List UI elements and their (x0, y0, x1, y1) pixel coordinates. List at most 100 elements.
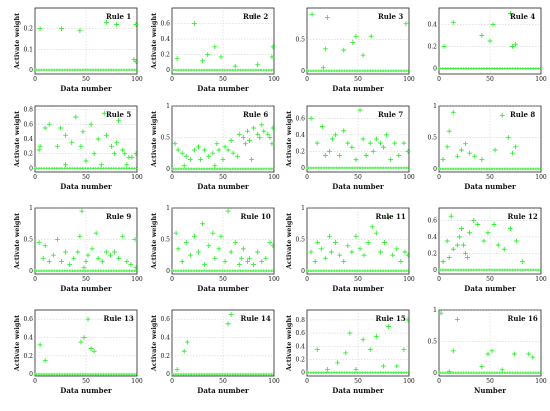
data-point (104, 132, 109, 138)
data-point (196, 249, 201, 255)
data-point (59, 259, 64, 264)
data-point (267, 135, 273, 140)
rule-title: Rule 11 (376, 212, 406, 221)
data-point (216, 246, 222, 252)
x-tick-label: 0 (437, 378, 441, 385)
data-point (398, 259, 404, 264)
data-point (225, 147, 231, 153)
x-tick-label: 50 (354, 276, 362, 283)
data-point (79, 208, 85, 214)
data-point (131, 57, 137, 62)
rule-title: Rule 3 (378, 12, 403, 21)
data-point (206, 153, 212, 159)
data-point (381, 144, 386, 150)
data-point (405, 317, 411, 323)
data-point (241, 135, 246, 140)
y-tick-label: 0 (301, 268, 305, 275)
data-point (133, 59, 139, 65)
data-point (357, 107, 363, 113)
data-point (513, 144, 518, 150)
y-tick-label: 0 (433, 166, 437, 173)
data-point (335, 360, 340, 366)
data-point (210, 230, 216, 236)
x-tick-label: 0 (437, 276, 441, 283)
x-axis-label: Data number (60, 182, 112, 191)
data-point (77, 233, 83, 239)
data-point (205, 52, 211, 57)
data-point (369, 224, 375, 230)
data-point (386, 324, 391, 329)
data-point (251, 125, 256, 131)
data-point (325, 367, 330, 372)
data-point (78, 143, 84, 149)
data-point (183, 153, 189, 159)
panel-rule-13: 0 0.2 0.4 0.6 0 50 100 Rule 13 Data number Activa… (13, 309, 143, 395)
data-point (475, 222, 481, 227)
data-point (402, 249, 408, 255)
data-point (247, 138, 252, 143)
rule-title: Rule 14 (241, 314, 271, 323)
x-tick-label: 50 (354, 174, 362, 181)
data-point (263, 255, 269, 261)
y-tick-label: 0.5 (427, 134, 437, 141)
y-tick-label: 0.6 (160, 316, 170, 323)
data-point (40, 255, 46, 261)
y-axis-label: Activate weight (150, 213, 158, 270)
y-tick-label: 0 (166, 67, 170, 74)
data-point (308, 249, 314, 255)
data-point (210, 150, 216, 156)
data-point (390, 252, 396, 258)
data-point (441, 44, 447, 49)
data-point (394, 363, 400, 369)
y-tick-label: 0 (166, 268, 170, 275)
x-tick-label: 0 (33, 174, 37, 181)
data-point (181, 163, 187, 169)
data-point (446, 255, 452, 260)
x-tick-label: 0 (170, 276, 174, 283)
data-point (450, 246, 456, 252)
y-tick-label: 0.6 (295, 115, 305, 122)
data-point (184, 339, 190, 345)
data-point (192, 147, 197, 153)
rule-title: Rule 7 (378, 110, 403, 119)
data-point (520, 259, 526, 265)
data-point (175, 246, 181, 252)
data-point (234, 153, 240, 159)
data-point (438, 310, 444, 316)
data-point (312, 259, 318, 264)
data-point (360, 52, 366, 58)
data-point (454, 242, 460, 248)
panel-rule-7: 0 0.2 0.4 0.6 0 50 100 Rule 7 Data number Activat… (285, 105, 415, 191)
x-tick-label: 100 (403, 76, 415, 83)
x-tick-label: 50 (486, 276, 494, 283)
data-point (479, 157, 485, 162)
data-point (120, 147, 126, 153)
data-point (489, 348, 495, 354)
y-tick-label: 0.2 (295, 148, 305, 155)
data-point (98, 162, 104, 168)
data-point (251, 13, 256, 19)
rule-title: Rule 5 (106, 110, 131, 119)
x-tick-label: 50 (219, 174, 227, 181)
data-point (492, 147, 498, 153)
y-tick-label: 0 (166, 371, 170, 378)
data-point (318, 246, 324, 252)
x-tick-label: 100 (131, 378, 143, 385)
data-point (81, 265, 87, 271)
y-tick-label: 1 (166, 205, 170, 212)
y-tick-label: 0 (29, 165, 33, 172)
data-point (333, 240, 338, 245)
x-tick-label: 100 (131, 76, 143, 83)
x-tick-label: 100 (535, 378, 547, 385)
data-point (361, 252, 367, 258)
data-point (472, 153, 478, 159)
data-point (459, 147, 464, 153)
panel-rule-5: 0 0.2 0.4 0.6 0.8 0 50 100 Rule 5 Data number Acti… (13, 105, 143, 191)
data-point (308, 115, 314, 121)
data-point (261, 128, 267, 134)
y-tick-label: 0 (433, 370, 437, 377)
x-axis-label: Data number (60, 84, 112, 93)
data-point (378, 249, 383, 255)
x-axis-label: Data number (332, 84, 384, 93)
data-point (490, 22, 496, 27)
